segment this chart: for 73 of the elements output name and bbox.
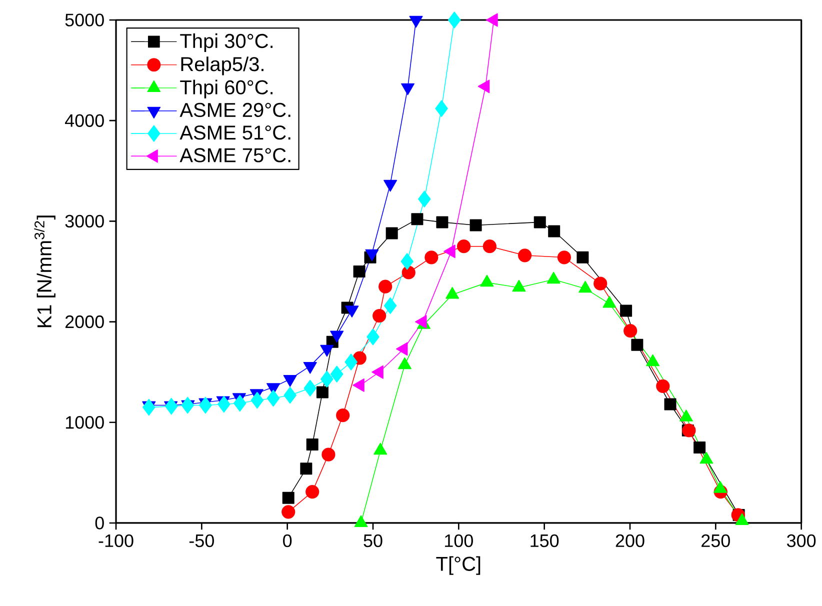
point	[316, 386, 328, 398]
y-tick-label: 4000	[65, 114, 104, 127]
point	[366, 328, 380, 346]
y-tick-label: 2000	[65, 315, 104, 328]
point	[656, 379, 670, 393]
point	[320, 370, 334, 388]
point	[282, 492, 294, 504]
legend-label: ASME 51°C.	[180, 126, 290, 140]
point	[164, 398, 178, 415]
point	[594, 276, 608, 290]
y-tick-label: 5000	[65, 14, 104, 26]
point	[284, 386, 296, 404]
point	[664, 398, 676, 410]
point	[435, 100, 448, 117]
point	[353, 265, 366, 278]
point	[250, 392, 264, 409]
point	[300, 462, 312, 475]
x-tick-label: 200	[616, 534, 644, 548]
point	[372, 308, 386, 323]
x-tick-label: -50	[189, 534, 214, 548]
point	[384, 297, 397, 314]
legend-label: Relap5/3.	[181, 56, 264, 76]
legend-label: ASME 75°C.	[180, 148, 290, 162]
point	[620, 304, 632, 317]
point	[336, 408, 350, 422]
point	[631, 338, 644, 351]
point	[233, 394, 246, 412]
point	[624, 324, 638, 338]
point	[266, 390, 280, 407]
point	[344, 354, 358, 370]
point	[322, 448, 336, 462]
legend-label: ASME 29°C.	[180, 102, 290, 118]
y-axis-title: K1 [N/mm$^{3/2}$]	[34, 216, 56, 328]
point	[306, 485, 320, 499]
point	[448, 12, 461, 28]
y-tick-label: 1000	[66, 416, 104, 429]
x-tick-label: 250	[702, 534, 730, 548]
x-tick-label: 50	[364, 534, 382, 548]
legend-label: Thpi 30°C.	[180, 33, 273, 52]
point	[199, 396, 212, 414]
point	[694, 442, 706, 454]
x-tick-label: 150	[530, 534, 559, 548]
point	[181, 396, 194, 414]
point	[557, 250, 572, 264]
point	[457, 240, 471, 254]
x-tick-label: 100	[445, 534, 473, 548]
point	[218, 396, 230, 413]
y-tick-label: 3000	[65, 214, 104, 228]
x-tick-label: 0	[283, 534, 292, 548]
point	[548, 225, 560, 238]
y-tick-label: 0	[95, 516, 104, 530]
x-axis-title: T[°C]	[436, 556, 480, 575]
point	[436, 216, 448, 228]
point	[418, 190, 431, 208]
legend-label: Thpi 60°C.	[180, 80, 273, 98]
x-tick-label: 300	[787, 534, 816, 548]
point	[400, 253, 414, 270]
point	[534, 216, 546, 228]
point	[306, 438, 318, 451]
point	[482, 240, 496, 254]
x-tick-label: -100	[98, 534, 134, 548]
point	[386, 227, 398, 240]
point	[330, 366, 344, 382]
point	[411, 213, 424, 226]
point	[304, 380, 317, 397]
point	[576, 251, 589, 264]
point	[518, 248, 532, 262]
point	[402, 266, 416, 280]
point	[378, 280, 392, 294]
point	[470, 219, 482, 232]
point	[142, 398, 156, 416]
point	[424, 250, 438, 264]
point	[282, 505, 296, 519]
